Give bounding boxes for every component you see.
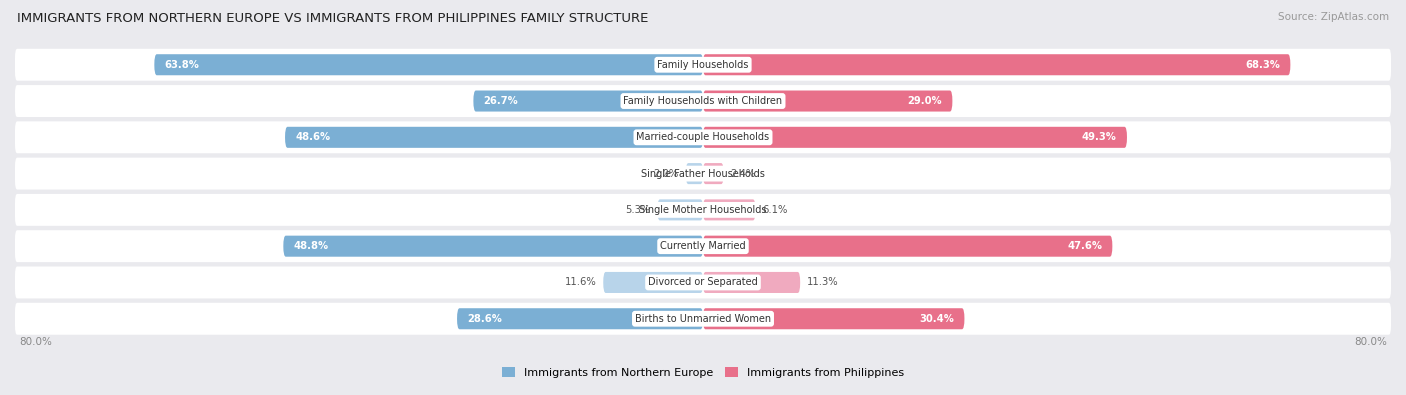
- FancyBboxPatch shape: [15, 85, 1391, 117]
- Text: 26.7%: 26.7%: [484, 96, 519, 106]
- FancyBboxPatch shape: [15, 194, 1391, 226]
- FancyBboxPatch shape: [703, 54, 1291, 75]
- FancyBboxPatch shape: [703, 308, 965, 329]
- Text: 47.6%: 47.6%: [1067, 241, 1102, 251]
- Text: Family Households with Children: Family Households with Children: [623, 96, 783, 106]
- Text: 29.0%: 29.0%: [907, 96, 942, 106]
- FancyBboxPatch shape: [15, 303, 1391, 335]
- Text: 80.0%: 80.0%: [20, 337, 52, 347]
- FancyBboxPatch shape: [703, 163, 724, 184]
- Text: Source: ZipAtlas.com: Source: ZipAtlas.com: [1278, 12, 1389, 22]
- Text: 68.3%: 68.3%: [1246, 60, 1279, 70]
- Text: 11.3%: 11.3%: [807, 277, 839, 288]
- FancyBboxPatch shape: [686, 163, 703, 184]
- Text: 28.6%: 28.6%: [467, 314, 502, 324]
- FancyBboxPatch shape: [703, 90, 952, 111]
- FancyBboxPatch shape: [15, 267, 1391, 299]
- FancyBboxPatch shape: [457, 308, 703, 329]
- Text: Divorced or Separated: Divorced or Separated: [648, 277, 758, 288]
- FancyBboxPatch shape: [15, 121, 1391, 153]
- Text: 5.3%: 5.3%: [626, 205, 651, 215]
- FancyBboxPatch shape: [15, 49, 1391, 81]
- FancyBboxPatch shape: [284, 236, 703, 257]
- FancyBboxPatch shape: [703, 199, 755, 220]
- Text: Married-couple Households: Married-couple Households: [637, 132, 769, 142]
- Legend: Immigrants from Northern Europe, Immigrants from Philippines: Immigrants from Northern Europe, Immigra…: [502, 367, 904, 378]
- Text: 63.8%: 63.8%: [165, 60, 200, 70]
- FancyBboxPatch shape: [15, 158, 1391, 190]
- FancyBboxPatch shape: [703, 127, 1128, 148]
- Text: 11.6%: 11.6%: [565, 277, 596, 288]
- Text: 2.0%: 2.0%: [654, 169, 679, 179]
- FancyBboxPatch shape: [658, 199, 703, 220]
- FancyBboxPatch shape: [474, 90, 703, 111]
- Text: 6.1%: 6.1%: [762, 205, 787, 215]
- Text: Single Father Households: Single Father Households: [641, 169, 765, 179]
- Text: Births to Unmarried Women: Births to Unmarried Women: [636, 314, 770, 324]
- FancyBboxPatch shape: [285, 127, 703, 148]
- Text: 30.4%: 30.4%: [920, 314, 955, 324]
- Text: Currently Married: Currently Married: [661, 241, 745, 251]
- Text: Family Households: Family Households: [658, 60, 748, 70]
- FancyBboxPatch shape: [603, 272, 703, 293]
- Text: IMMIGRANTS FROM NORTHERN EUROPE VS IMMIGRANTS FROM PHILIPPINES FAMILY STRUCTURE: IMMIGRANTS FROM NORTHERN EUROPE VS IMMIG…: [17, 12, 648, 25]
- FancyBboxPatch shape: [703, 236, 1112, 257]
- Text: 49.3%: 49.3%: [1081, 132, 1116, 142]
- FancyBboxPatch shape: [155, 54, 703, 75]
- Text: Single Mother Households: Single Mother Households: [640, 205, 766, 215]
- FancyBboxPatch shape: [703, 272, 800, 293]
- Text: 2.4%: 2.4%: [731, 169, 756, 179]
- FancyBboxPatch shape: [15, 230, 1391, 262]
- Text: 48.6%: 48.6%: [295, 132, 330, 142]
- Text: 48.8%: 48.8%: [294, 241, 329, 251]
- Text: 80.0%: 80.0%: [1354, 337, 1386, 347]
